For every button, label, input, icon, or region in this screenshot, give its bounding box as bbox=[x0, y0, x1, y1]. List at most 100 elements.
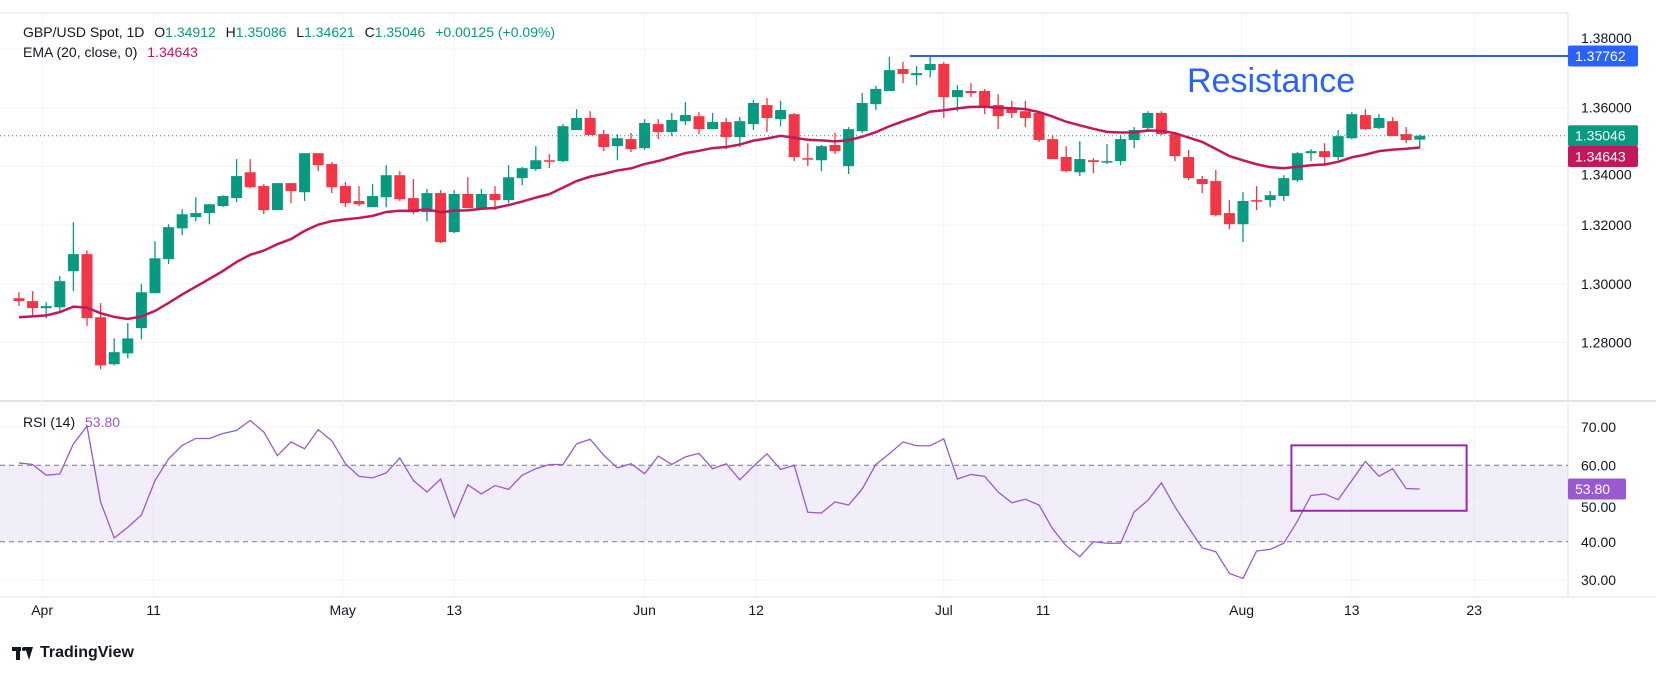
bullish-candle bbox=[557, 124, 569, 162]
bearish-candle bbox=[938, 61, 950, 118]
bullish-candle bbox=[530, 146, 542, 172]
candle-body bbox=[122, 338, 134, 354]
bullish-candle bbox=[1101, 144, 1113, 165]
bullish-candle bbox=[1373, 114, 1385, 130]
candle-body bbox=[666, 120, 678, 133]
candle-body bbox=[584, 117, 596, 135]
bullish-candle bbox=[1305, 149, 1317, 162]
candle-body bbox=[448, 193, 460, 233]
candle-body bbox=[299, 153, 311, 193]
bullish-candle bbox=[870, 85, 882, 111]
tradingview-branding[interactable]: TradingView bbox=[12, 644, 134, 662]
candle-body bbox=[217, 196, 229, 207]
high-value: 1.35086 bbox=[235, 24, 287, 40]
bullish-candle bbox=[503, 165, 515, 204]
candle-body bbox=[176, 214, 188, 229]
resistance-label: Resistance bbox=[1187, 62, 1355, 100]
price-tick-label: 1.30000 bbox=[1581, 276, 1632, 292]
candle-body bbox=[979, 90, 991, 106]
last-price-tag: 1.35046 bbox=[1575, 128, 1626, 144]
bearish-candle bbox=[598, 130, 610, 152]
price-chart[interactable]: Resistance 1.380001.360001.340001.320001… bbox=[0, 0, 1656, 640]
candle-body bbox=[1019, 111, 1031, 118]
candle-body bbox=[965, 90, 977, 94]
price-tick-label: 1.38000 bbox=[1581, 30, 1632, 46]
candle-body bbox=[1115, 139, 1127, 162]
candle-body bbox=[95, 317, 107, 366]
candle-body bbox=[1237, 201, 1249, 225]
bullish-candle bbox=[367, 184, 379, 208]
bullish-candle bbox=[1128, 127, 1140, 149]
candle-body bbox=[938, 63, 950, 98]
candle-body bbox=[1332, 136, 1344, 158]
bullish-candle bbox=[135, 284, 147, 340]
bearish-candle bbox=[1359, 109, 1371, 131]
bullish-candle bbox=[856, 93, 868, 133]
candle-body bbox=[1400, 134, 1412, 140]
bearish-candle bbox=[339, 181, 351, 208]
bearish-candle bbox=[13, 292, 25, 307]
bearish-candle bbox=[394, 171, 406, 202]
time-tick-label: Jun bbox=[633, 602, 656, 618]
candle-body bbox=[203, 204, 215, 214]
candle-body bbox=[870, 88, 882, 105]
bearish-candle bbox=[312, 153, 324, 172]
bullish-candle bbox=[475, 188, 487, 209]
candle-body bbox=[67, 254, 79, 272]
ema-label: EMA (20, close, 0) bbox=[23, 44, 138, 60]
rsi-legend: RSI (14) 53.80 bbox=[23, 414, 126, 430]
bearish-candle bbox=[81, 250, 93, 327]
bullish-candle bbox=[231, 159, 243, 203]
candle-body bbox=[285, 183, 297, 192]
ema-legend: EMA (20, close, 0) 1.34643 bbox=[23, 44, 204, 60]
candle-body bbox=[1087, 160, 1099, 162]
time-tick-label: 11 bbox=[1036, 602, 1051, 618]
candle-body bbox=[81, 254, 93, 319]
candle-body bbox=[530, 160, 542, 170]
bullish-candle bbox=[299, 153, 311, 202]
bullish-candle bbox=[1414, 134, 1426, 149]
ema-price-tag: 1.34643 bbox=[1575, 149, 1626, 165]
candle-body bbox=[679, 115, 691, 122]
bearish-candle bbox=[625, 132, 637, 153]
candle-body bbox=[271, 183, 283, 211]
time-tick-label: 13 bbox=[446, 602, 462, 618]
bullish-candle bbox=[122, 323, 134, 359]
price-tick-label: 1.36000 bbox=[1581, 100, 1632, 116]
bullish-candle bbox=[611, 134, 623, 161]
bearish-candle bbox=[802, 143, 814, 167]
candle-body bbox=[951, 90, 963, 98]
close-label: C bbox=[364, 24, 375, 40]
candle-body bbox=[1305, 151, 1317, 154]
bearish-candle bbox=[720, 117, 732, 150]
candle-body bbox=[326, 164, 338, 188]
bullish-candle bbox=[883, 56, 895, 91]
ohlc-low: L1.34621 bbox=[296, 24, 354, 40]
bullish-candle bbox=[203, 204, 215, 225]
candle-body bbox=[788, 114, 800, 158]
bullish-candle bbox=[1332, 130, 1344, 161]
ohlc-close: C1.35046 bbox=[365, 24, 426, 40]
bearish-candle bbox=[244, 159, 256, 189]
bullish-candle bbox=[679, 102, 691, 126]
bullish-candle bbox=[1074, 141, 1086, 177]
bearish-candle bbox=[897, 61, 909, 84]
bearish-candle bbox=[1196, 176, 1208, 194]
candle-body bbox=[829, 144, 841, 152]
candle-body bbox=[13, 298, 25, 302]
ema-price-tag-bg bbox=[1568, 146, 1638, 168]
bullish-candle bbox=[815, 144, 827, 172]
candle-body bbox=[1033, 112, 1045, 140]
candle-body bbox=[1319, 151, 1331, 158]
candle-body bbox=[1387, 121, 1399, 137]
candle-body bbox=[1047, 139, 1059, 160]
rsi-tick-label: 30.00 bbox=[1581, 572, 1616, 588]
bearish-candle bbox=[1169, 134, 1181, 162]
candle-body bbox=[407, 198, 419, 213]
bullish-candle bbox=[1115, 134, 1127, 166]
rsi-pane bbox=[0, 419, 1568, 581]
candle-body bbox=[571, 117, 583, 131]
candle-body bbox=[1101, 161, 1113, 163]
bullish-candle bbox=[1264, 191, 1276, 208]
candle-body bbox=[1183, 157, 1195, 179]
